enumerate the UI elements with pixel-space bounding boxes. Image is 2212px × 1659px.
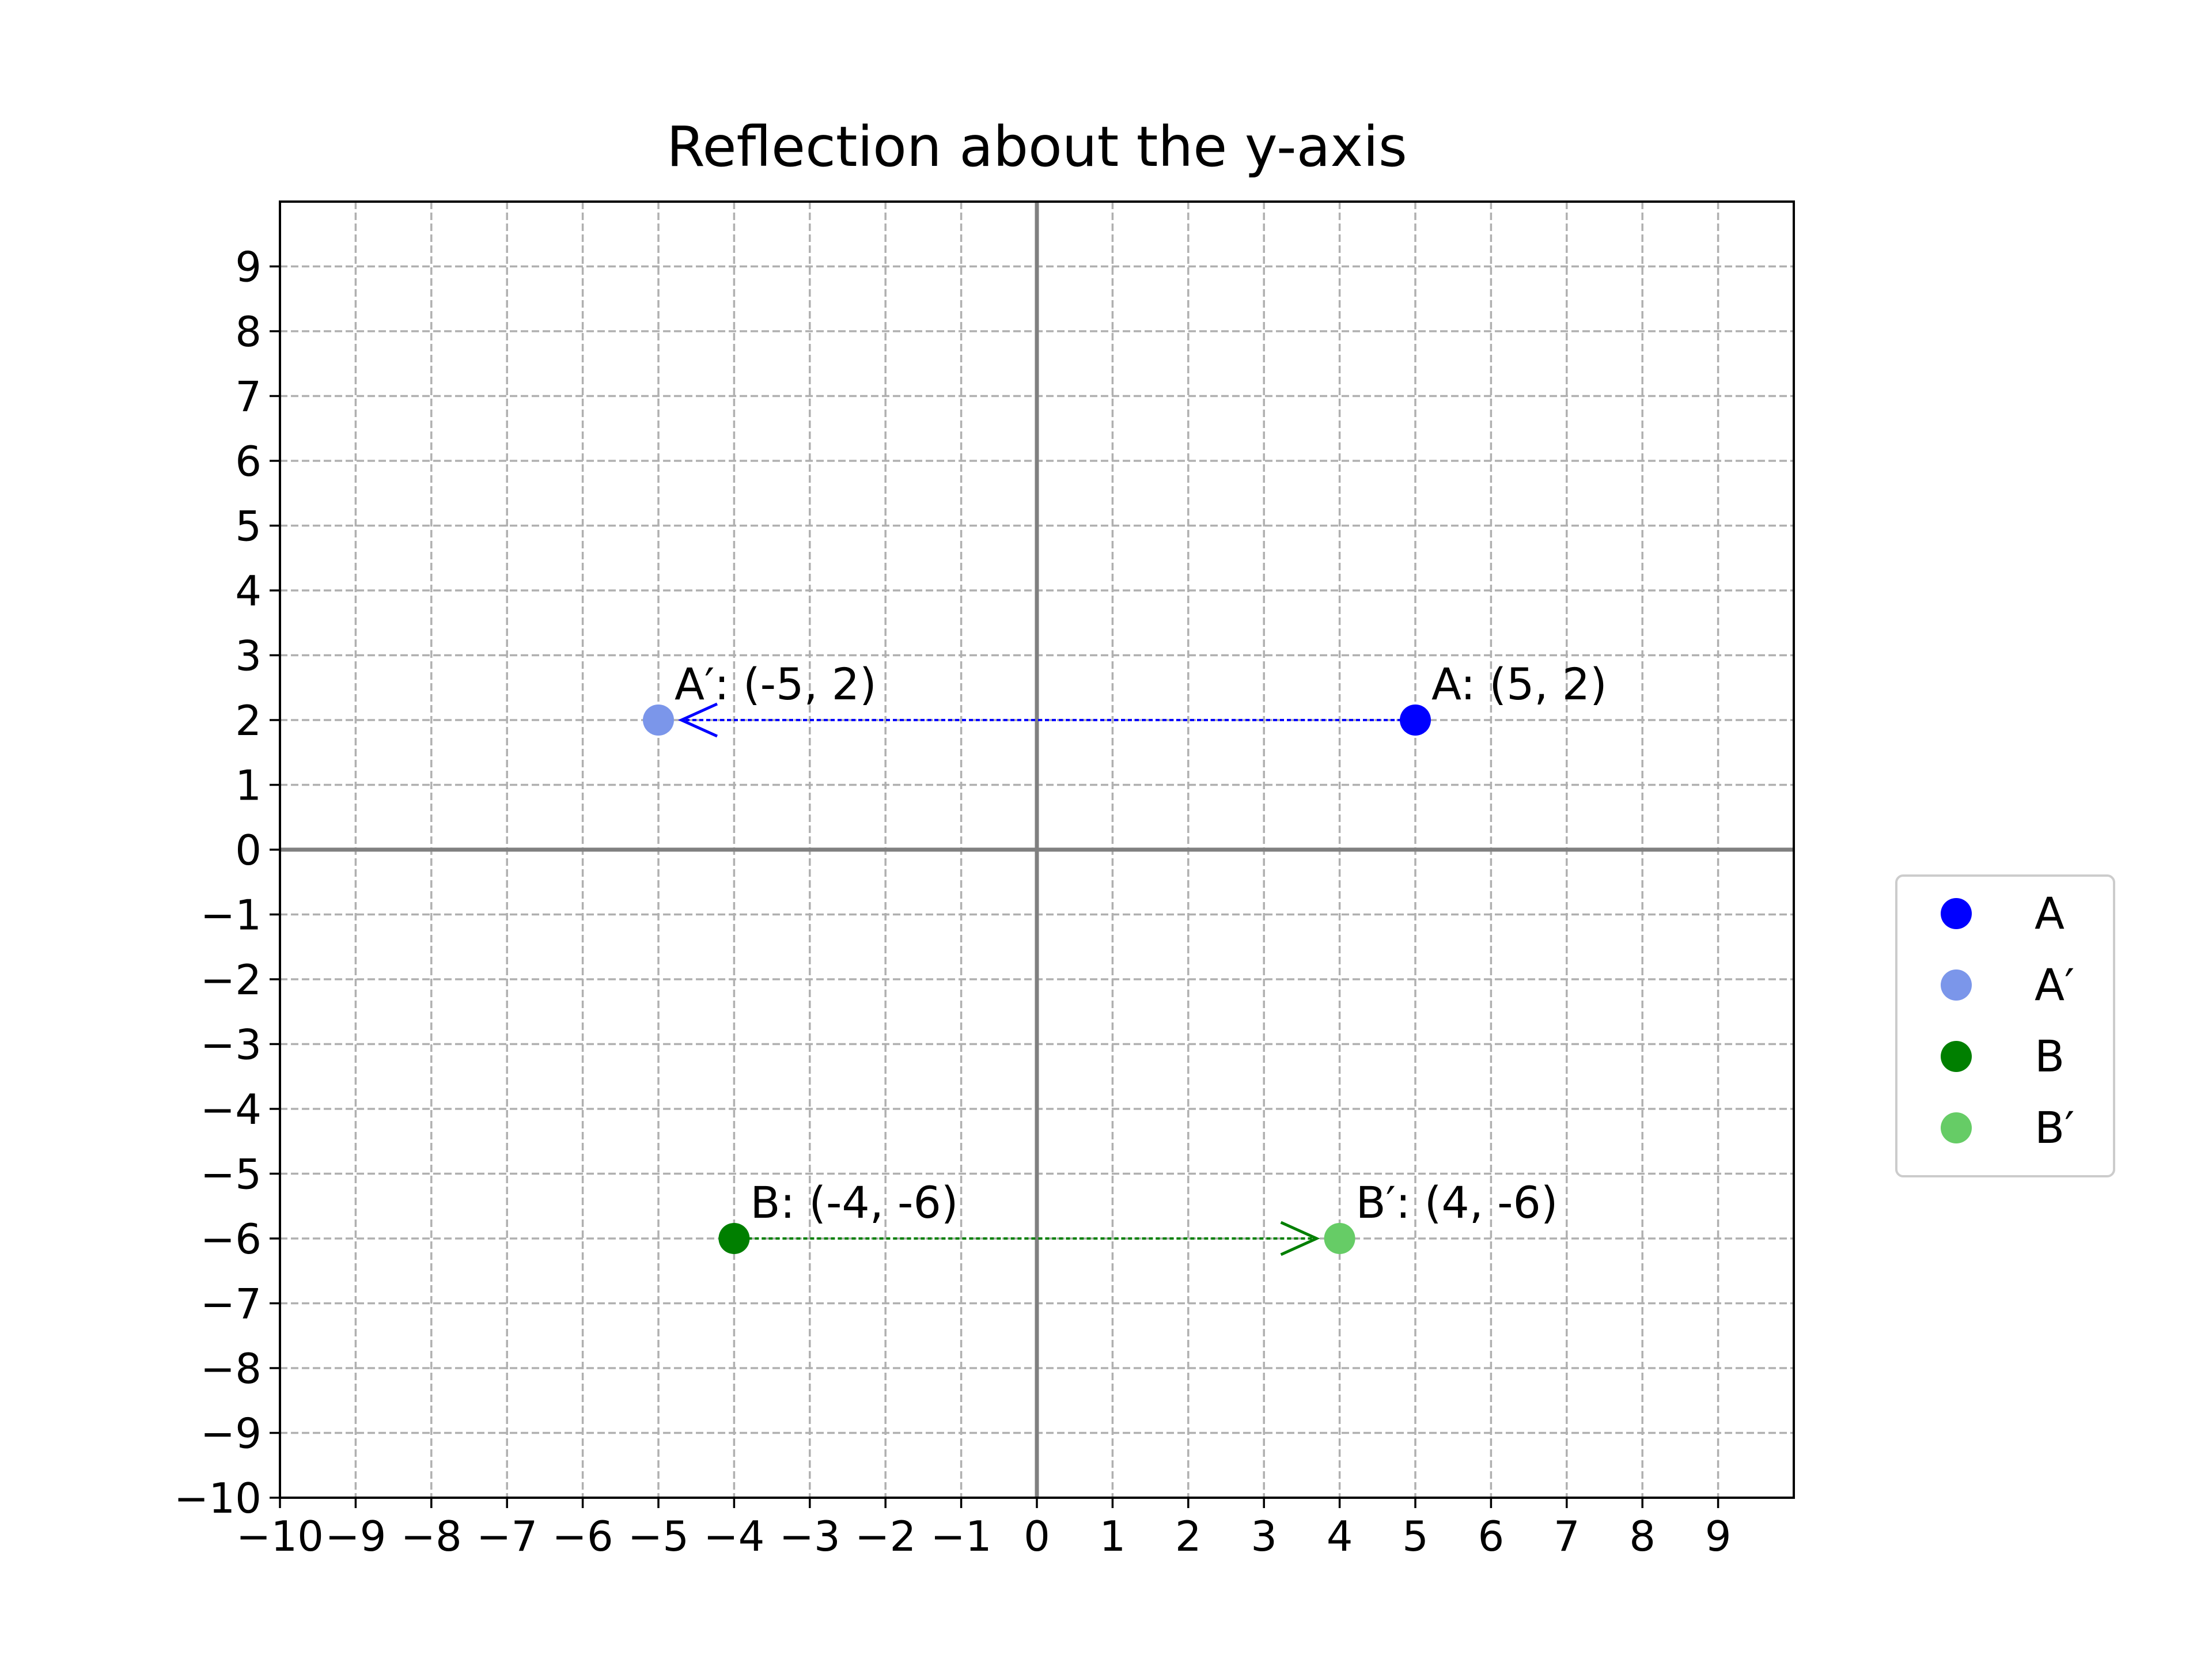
legend-marker (1941, 898, 1972, 929)
arrow-head (677, 702, 718, 738)
x-tick-label: 1 (1099, 1512, 1126, 1560)
ticks: −10 −9 −8 −7 −6 −5 −4 −3 −2 −1 0 1 2 3 4 5 6 7 8 9−10−9−8−7… (174, 243, 1731, 1561)
arrows (677, 702, 1415, 1256)
x-tick-label: −8 (401, 1512, 462, 1560)
legend-label: B (2035, 1031, 2065, 1082)
legend: A A′ B B′ (1895, 874, 2115, 1177)
y-tick-label: 5 (235, 502, 262, 551)
legend-label: B′ (2035, 1102, 2074, 1153)
y-tick-label: 8 (235, 308, 262, 356)
y-tick-label: 4 (235, 567, 262, 615)
y-tick-label: 1 (235, 762, 262, 810)
y-tick-label: 9 (235, 243, 262, 291)
y-tick-label: −2 (200, 956, 262, 1004)
axes (280, 202, 1794, 1498)
x-tick-label: 5 (1402, 1512, 1429, 1560)
y-tick-label: 0 (235, 826, 262, 874)
y-tick-label: 2 (235, 696, 262, 745)
legend-box (1895, 874, 2115, 1177)
y-tick-label: −8 (200, 1344, 262, 1393)
legend-marker (1941, 1041, 1972, 1072)
point-A′ (643, 704, 674, 736)
x-tick-label: −3 (779, 1512, 840, 1560)
point-label: A: (5, 2) (1431, 658, 1607, 710)
x-tick-label: −10 (236, 1512, 324, 1560)
point-label: B: (-4, -6) (750, 1177, 958, 1228)
point-B (718, 1223, 750, 1254)
x-tick-label: 7 (1554, 1512, 1580, 1560)
x-tick-label: −5 (628, 1512, 689, 1560)
y-tick-label: 7 (235, 373, 262, 421)
x-tick-label: −4 (703, 1512, 764, 1560)
legend-label: A (2035, 888, 2065, 939)
y-tick-label: −1 (200, 891, 262, 940)
x-tick-label: 3 (1251, 1512, 1277, 1560)
legend-marker (1941, 1112, 1972, 1143)
y-tick-label: −3 (200, 1021, 262, 1069)
y-tick-label: 6 (235, 437, 262, 486)
x-tick-label: 6 (1478, 1512, 1504, 1560)
arrow-head (1280, 1221, 1320, 1256)
y-tick-label: 3 (235, 632, 262, 680)
x-tick-label: 2 (1175, 1512, 1202, 1560)
y-tick-label: −6 (200, 1215, 262, 1263)
y-tick-label: −4 (200, 1085, 262, 1134)
point-A (1400, 704, 1431, 736)
chart-title: Reflection about the y-axis (666, 115, 1407, 179)
point-B′ (1324, 1223, 1355, 1254)
y-tick-label: −7 (200, 1280, 262, 1328)
y-tick-label: −5 (200, 1150, 262, 1199)
x-tick-label: 9 (1705, 1512, 1732, 1560)
x-tick-label: 0 (1024, 1512, 1050, 1560)
x-tick-label: −1 (931, 1512, 992, 1560)
x-tick-label: −7 (476, 1512, 537, 1560)
x-tick-label: 4 (1327, 1512, 1353, 1560)
x-tick-label: 8 (1629, 1512, 1656, 1560)
y-tick-label: −9 (200, 1410, 262, 1458)
x-tick-label: −6 (552, 1512, 613, 1560)
legend-label: A′ (2035, 959, 2074, 1010)
point-label: B′: (4, -6) (1356, 1177, 1558, 1228)
x-tick-label: −9 (325, 1512, 386, 1560)
point-label: A′: (-5, 2) (675, 658, 877, 710)
point-labels: A: (5, 2) A′: (-5, 2) B: (-4, -6) B′: (4, -… (675, 658, 1607, 1228)
y-tick-label: −10 (174, 1474, 262, 1522)
x-tick-label: −2 (855, 1512, 916, 1560)
legend-marker (1941, 969, 1972, 1001)
points (643, 704, 1431, 1254)
